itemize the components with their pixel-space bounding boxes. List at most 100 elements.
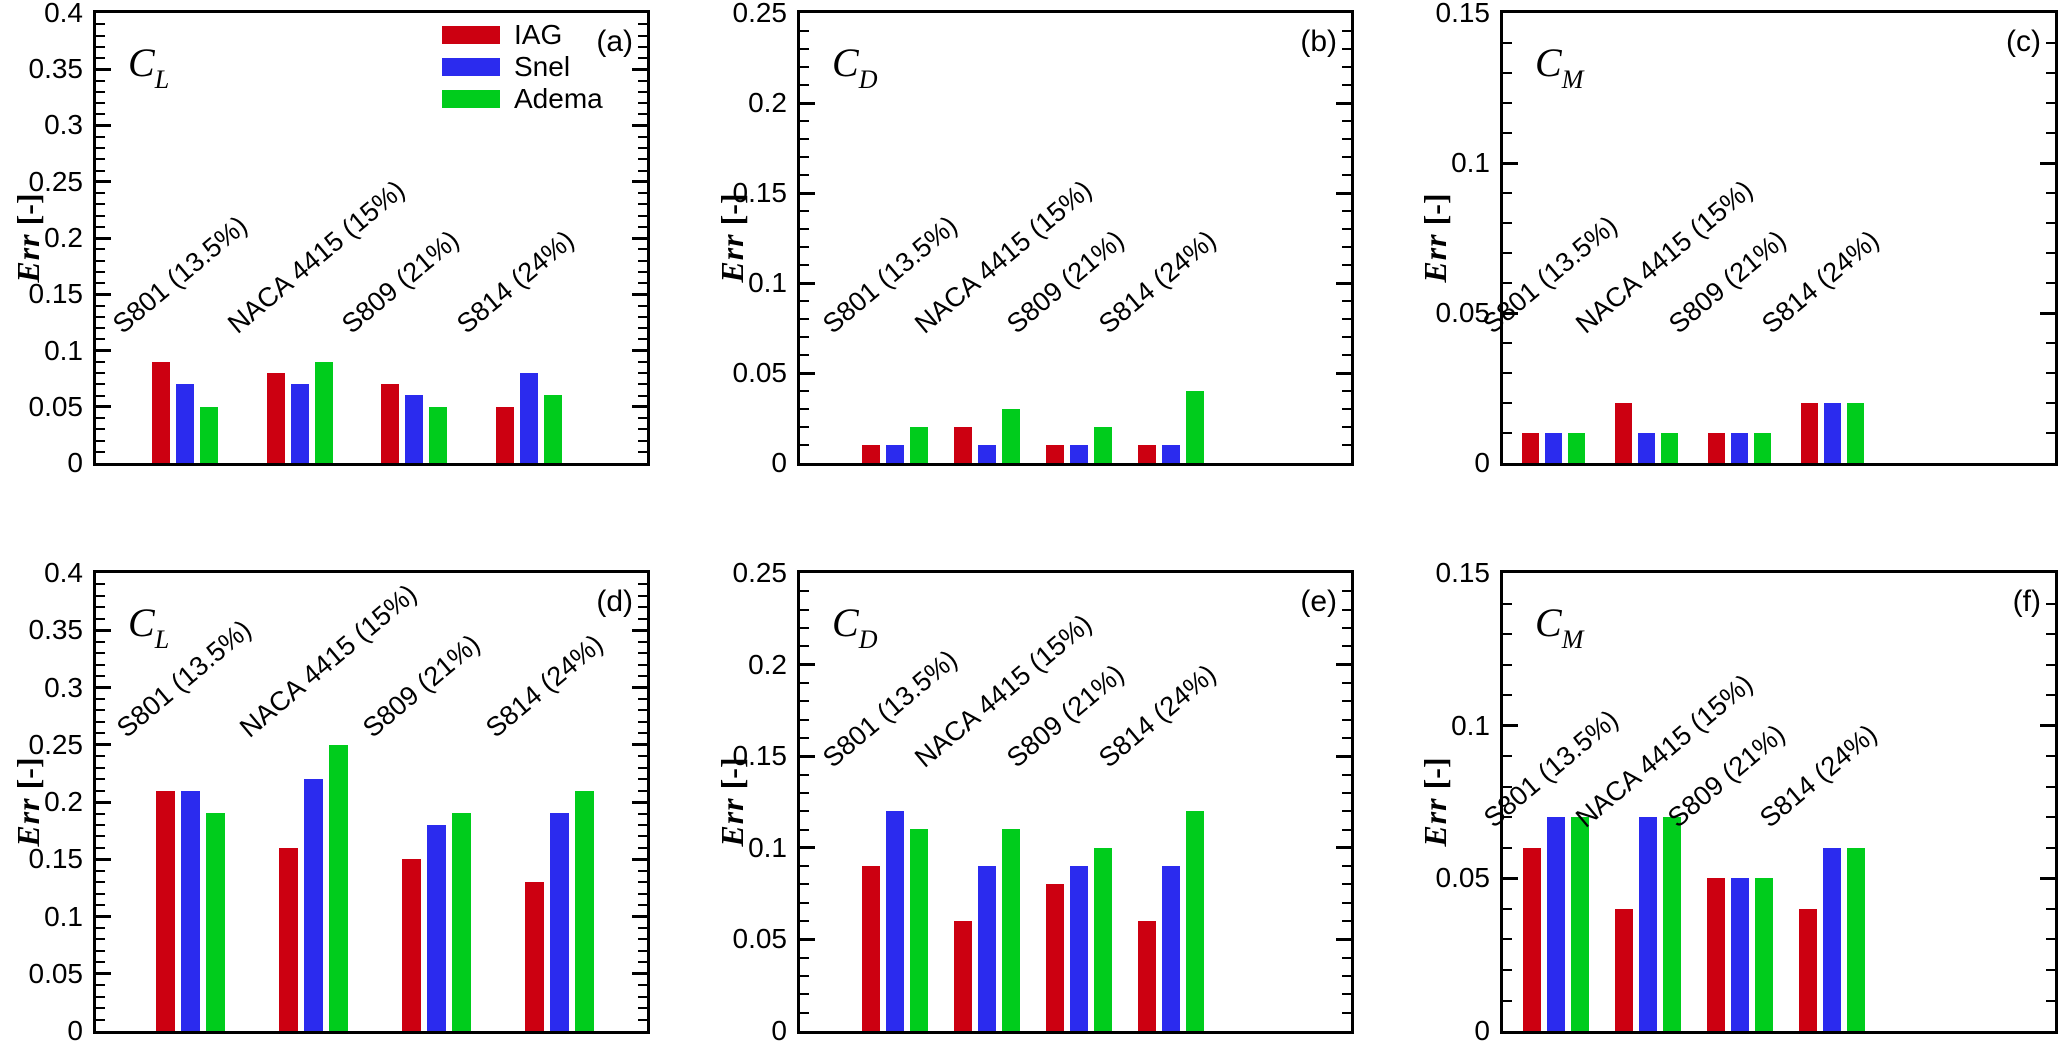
minor-tick-left — [96, 79, 105, 82]
minor-tick-left — [800, 84, 809, 86]
y-axis-label-err: Err — [10, 233, 46, 283]
y-tick-label: 0.15 — [732, 177, 788, 208]
minor-tick-left — [1503, 432, 1512, 434]
minor-tick-left — [96, 135, 105, 138]
y-axis-label: Err [-] — [10, 757, 46, 847]
minor-tick-right — [638, 327, 647, 329]
minor-tick-right — [638, 270, 647, 273]
y-axis-label-err: Err — [714, 233, 750, 283]
minor-tick-left — [96, 439, 105, 442]
bar-Adema-group3 — [1755, 878, 1773, 1031]
bar-Adema-group3 — [1094, 848, 1112, 1031]
minor-tick-right — [1342, 30, 1351, 32]
minor-tick-right — [638, 192, 647, 194]
minor-tick-right — [1342, 264, 1351, 266]
y-tick-label: 0.15 — [28, 278, 84, 309]
minor-tick-left — [1503, 102, 1512, 104]
major-tick-right — [1336, 371, 1351, 375]
bar-Adema-group3 — [452, 813, 471, 1031]
minor-tick-left — [800, 138, 809, 140]
major-tick-right — [2040, 876, 2055, 880]
bar-Adema-group1 — [910, 829, 928, 1031]
minor-tick-right — [1342, 246, 1351, 248]
minor-tick-right — [638, 439, 647, 442]
panel-f: CM (f) S801 (13.5%) NACA 4415 (15%) S809 (21… — [1478, 570, 2058, 1034]
bar-Snel-group4 — [1823, 848, 1841, 1031]
minor-tick-right — [638, 259, 647, 262]
bar-IAG-group3 — [1046, 884, 1064, 1031]
major-tick-left — [96, 686, 111, 689]
minor-tick-left — [800, 901, 809, 904]
coefficient-label: CL — [128, 600, 170, 654]
minor-tick-left — [96, 812, 105, 815]
y-tick-label: 0.1 — [1451, 147, 1490, 178]
minor-tick-right — [638, 881, 647, 884]
minor-tick-right — [638, 214, 647, 217]
minor-tick-right — [638, 583, 647, 586]
minor-tick-right — [638, 338, 647, 341]
bar-Adema-group3 — [1754, 433, 1771, 463]
minor-tick-right — [1342, 300, 1351, 302]
minor-tick-left — [800, 246, 809, 248]
major-tick-left — [96, 67, 111, 71]
minor-tick-left — [800, 956, 809, 959]
y-tick-label: 0.05 — [1435, 297, 1491, 328]
y-tick-label: 0.35 — [28, 53, 84, 84]
minor-tick-right — [638, 949, 647, 952]
minor-tick-left — [96, 270, 105, 273]
minor-tick-left — [800, 993, 809, 996]
minor-tick-right — [1342, 865, 1351, 868]
bar-Adema-group1 — [1571, 817, 1589, 1031]
y-tick-label: 0.05 — [732, 357, 788, 388]
minor-tick-left — [800, 336, 809, 338]
minor-tick-right — [638, 892, 647, 895]
y-tick-label: 0.05 — [732, 923, 788, 954]
minor-tick-right — [638, 450, 647, 453]
minor-tick-left — [96, 583, 105, 586]
bar-Adema-group1 — [200, 407, 218, 463]
minor-tick-left — [1503, 402, 1512, 404]
minor-tick-left — [1503, 999, 1512, 1002]
minor-tick-left — [1503, 252, 1512, 254]
minor-tick-right — [638, 617, 647, 620]
bar-Snel-group3 — [1070, 866, 1088, 1031]
major-tick-left — [96, 628, 111, 632]
panel-d: CL (d) S801 (13.5%) NACA 4415 (15%) S809 (21… — [93, 570, 650, 1034]
bar-Adema-group2 — [1002, 829, 1020, 1031]
bar-IAG-group4 — [525, 882, 544, 1031]
minor-tick-left — [96, 203, 105, 206]
minor-tick-left — [800, 645, 809, 648]
minor-tick-left — [96, 652, 105, 655]
minor-tick-left — [96, 225, 105, 228]
minor-tick-left — [96, 869, 105, 872]
major-tick-right — [632, 236, 647, 240]
minor-tick-left — [96, 778, 105, 781]
bar-Snel-group1 — [1545, 433, 1562, 463]
minor-tick-left — [96, 961, 105, 964]
minor-tick-right — [638, 835, 647, 838]
minor-tick-right — [1342, 627, 1351, 629]
minor-tick-right — [1342, 590, 1351, 593]
minor-tick-left — [96, 846, 105, 849]
minor-tick-left — [1503, 282, 1512, 284]
minor-tick-left — [800, 865, 809, 868]
minor-tick-right — [1342, 156, 1351, 158]
minor-tick-right — [1342, 645, 1351, 648]
minor-tick-left — [1503, 938, 1512, 941]
bar-Snel-group3 — [427, 825, 446, 1031]
minor-tick-right — [2046, 282, 2055, 284]
minor-tick-right — [2046, 72, 2055, 74]
minor-tick-left — [96, 1018, 105, 1021]
y-tick-label: 0.25 — [28, 729, 84, 760]
minor-tick-right — [638, 606, 647, 609]
minor-tick-left — [96, 835, 105, 838]
y-tick-label: 0.1 — [44, 335, 83, 366]
minor-tick-left — [800, 228, 809, 230]
y-tick-label: 0.15 — [732, 740, 788, 771]
minor-tick-left — [96, 147, 105, 149]
bar-Snel-group2 — [978, 866, 996, 1031]
major-tick-left — [800, 281, 815, 285]
group-label: S814 (24%) — [480, 628, 609, 744]
minor-tick-right — [1342, 736, 1351, 739]
minor-tick-right — [2046, 816, 2055, 819]
